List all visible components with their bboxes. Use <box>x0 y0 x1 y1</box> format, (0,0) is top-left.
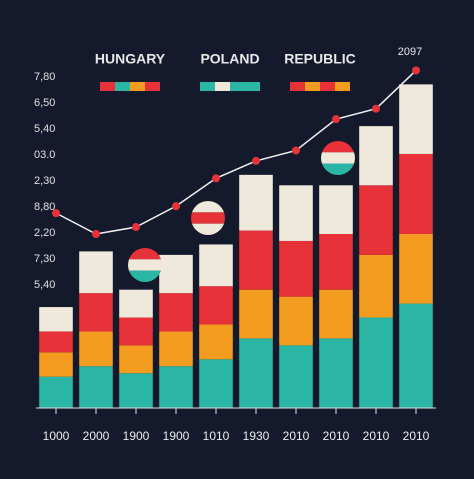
legend-swatch <box>335 82 350 91</box>
legend-swatch <box>290 82 305 91</box>
trend-point <box>332 115 340 124</box>
x-tick-label: 1000 <box>43 429 70 443</box>
legend-swatch <box>145 82 160 91</box>
legend-swatch <box>305 82 320 91</box>
bar-segment <box>359 254 393 318</box>
flag-ball-stripe <box>321 141 355 152</box>
trend-point <box>172 202 180 211</box>
bar-segment <box>159 293 193 332</box>
bar-segment <box>199 244 233 287</box>
bar-segment <box>39 331 73 353</box>
bar-segment <box>199 324 233 360</box>
bar-segment <box>359 317 393 408</box>
annotation: 2097 <box>398 46 422 58</box>
x-tick-label: 2010 <box>363 429 390 443</box>
bar-segment <box>119 289 153 318</box>
bar-segment <box>279 185 313 241</box>
legend-swatch <box>115 82 130 91</box>
bar-segment <box>319 234 353 290</box>
bar-segment <box>159 254 193 294</box>
bar-segment <box>119 373 153 408</box>
bar-segment <box>359 185 393 255</box>
flag-ball-stripe <box>191 224 225 235</box>
legend-swatch <box>320 82 335 91</box>
trend-point <box>132 223 140 232</box>
x-tick-label: 1010 <box>203 429 230 443</box>
bar-segment <box>359 126 393 186</box>
bar-segment <box>399 303 433 408</box>
y-tick-label: 2,20 <box>34 227 55 239</box>
legend-swatch <box>245 82 260 91</box>
y-tick-label: 5,40 <box>34 279 55 291</box>
flag-ball-stripe <box>321 152 355 163</box>
x-tick-label: 1900 <box>163 429 190 443</box>
legend-label: HUNGARY <box>95 51 166 67</box>
x-tick-label: 2010 <box>323 429 350 443</box>
legend-swatch <box>100 82 115 91</box>
flag-ball-stripe <box>128 248 162 259</box>
trend-point <box>372 104 380 113</box>
x-tick-label: 2010 <box>283 429 310 443</box>
x-tick-label: 2000 <box>83 429 110 443</box>
trend-point <box>292 146 300 155</box>
bar-segment <box>159 366 193 408</box>
bar-segment <box>279 240 313 297</box>
bar-segment <box>239 338 273 408</box>
bar-segment <box>319 338 353 408</box>
flag-ball-stripe <box>191 212 225 223</box>
bar-segment <box>119 345 153 374</box>
bar-segment <box>199 359 233 408</box>
y-tick-label: 2,30 <box>34 175 55 187</box>
legend-label: REPUBLIC <box>284 51 356 67</box>
flag-ball-stripe <box>191 201 225 212</box>
bar-segment <box>399 234 433 304</box>
legend-swatch <box>230 82 245 91</box>
x-tick-label: 1930 <box>243 429 270 443</box>
bar-segment <box>79 293 113 332</box>
y-tick-label: 7,80 <box>34 71 55 83</box>
bar-segment <box>79 251 113 294</box>
y-tick-label: 03.0 <box>34 149 55 161</box>
bar-segment <box>239 289 273 339</box>
trend-point <box>212 174 220 183</box>
bar-segment <box>159 331 193 367</box>
trend-point <box>92 230 100 238</box>
bar-segment <box>39 307 73 332</box>
bar-segment <box>119 317 153 346</box>
x-tick-label: 1900 <box>123 429 150 443</box>
legend-swatch <box>200 82 215 91</box>
legend-label: POLAND <box>200 51 259 67</box>
x-tick-label: 2010 <box>403 429 430 443</box>
trend-point <box>412 66 420 75</box>
bar-segment <box>39 376 73 408</box>
bar-segment <box>279 345 313 408</box>
bar-segment <box>319 185 353 234</box>
bar-segment <box>199 286 233 325</box>
flag-ball-stripe <box>321 164 355 175</box>
flag-ball-stripe <box>128 259 162 270</box>
bar-segment <box>79 331 113 367</box>
trend-point <box>52 209 60 218</box>
bar-segment <box>399 153 433 234</box>
legend-swatch <box>215 82 230 91</box>
bar-segment <box>239 174 273 231</box>
legend-swatch <box>130 82 145 91</box>
trend-line <box>55 69 417 235</box>
y-tick-label: 7,30 <box>34 253 55 265</box>
y-tick-label: 8,80 <box>34 201 55 213</box>
bar-segment <box>39 352 73 377</box>
y-tick-label: 6,50 <box>34 97 55 109</box>
bar-segment <box>319 289 353 339</box>
bar-segment <box>279 296 313 346</box>
bar-segment <box>79 366 113 408</box>
bar-segment <box>239 230 273 290</box>
y-tick-label: 5,40 <box>34 123 55 135</box>
bar-segment <box>399 84 433 154</box>
trend-point <box>252 156 260 165</box>
flag-ball-stripe <box>128 271 162 282</box>
